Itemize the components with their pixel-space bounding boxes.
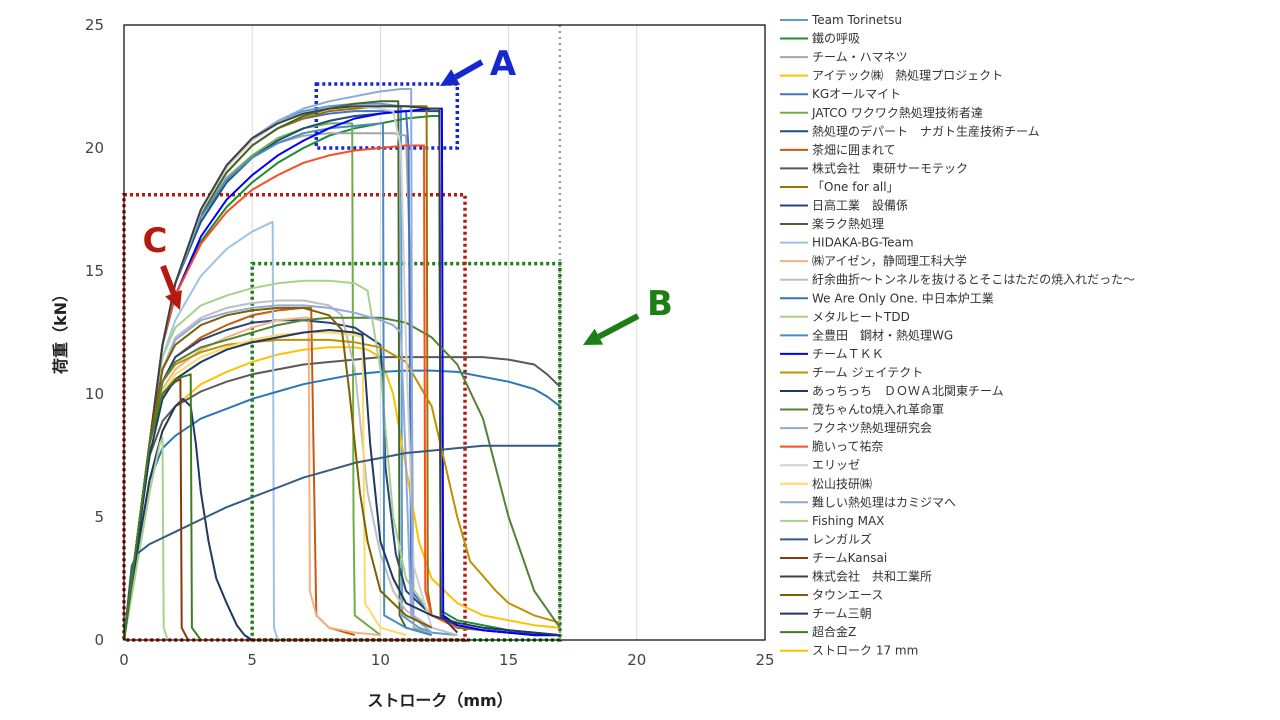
x-tick-label: 20 [627,651,646,669]
legend-label: Team Torinetsu [811,13,902,27]
legend-label: チーム ジェイテクト [812,365,923,379]
legend-label: KGオールマイト [812,87,901,101]
plot-area-border [123,24,766,641]
y-tick-label: 25 [85,16,104,34]
legend-label: 熱処理のデパート ナガト生産技術チーム [812,123,1040,138]
y-tick-label: 20 [85,139,104,157]
series-line-11 [123,319,560,641]
callout-boxes [122,82,562,642]
x-tick-label: 0 [119,651,129,669]
callout-label-b: B [647,284,673,324]
x-tick-label: 15 [499,651,518,669]
callout-arrow-b [597,313,640,340]
x-tick-label: 5 [247,651,257,669]
callout-arrow-a [454,59,484,80]
legend-label: チームKansai [812,551,887,565]
callout-label-a: A [490,44,517,84]
series-lines [123,25,562,641]
series-line-32 [123,306,433,641]
callout-arrowhead-c [165,289,182,310]
series-line-9 [123,356,561,641]
x-axis-title: ストローク（mm） [367,691,512,710]
legend-label: ㈱アイゼン，静岡理工科大学 [812,253,967,268]
legend-label: 松山技研㈱ [812,477,872,491]
legend-label: タウンエース [812,588,883,602]
series-line-10 [123,105,560,641]
callout-label-c: C [143,221,168,261]
series-line-22 [123,316,561,641]
legend-label: 株式会社 共和工業所 [812,569,932,584]
legend-label: メタルヒートTDD [812,310,910,324]
legend-label: チームＴＫＫ [812,347,884,361]
x-tick-label: 25 [755,651,774,669]
legend-label: 鐵の呼吸 [812,31,860,46]
legend-label: 茂ちゃんto焼入れ革命軍 [812,402,944,417]
legend-label: 「One for all」 [812,180,899,194]
legend-label: 茶畑に囲まれて [812,142,896,157]
series-line-21 [123,397,253,641]
legend-label: HIDAKA-BG-Team [812,236,914,250]
legend-label: 超合金Z [812,624,856,639]
series-line-17 [123,279,458,641]
y-tick-label: 15 [85,262,104,280]
series-line-20 [123,338,561,641]
series-line-33 [123,329,560,641]
legend-label: エリッゼ [812,458,860,472]
legend-label: 日高工業 設備係 [812,198,908,213]
callout-arrowhead-a [440,69,461,86]
callout-arrow-c [160,264,177,295]
legend-label: チーム・ハマネツ [812,50,908,64]
series-line-34 [123,373,202,641]
legend-label: 株式会社 東研サーモテック [812,160,968,175]
series-line-26 [123,331,407,641]
series-line-29 [123,444,560,641]
legend-label: 紆余曲折～トンネルを抜けるとそこはただの焼入れだった～ [812,272,1135,287]
legend-label: 脆いって祐奈 [812,439,883,454]
y-tick-label: 10 [85,385,104,403]
legend-label: あっちっち ＤＯＷＡ北関東チーム [812,384,1004,398]
series-line-31 [123,105,459,641]
legend-label: 楽ラク熱処理 [812,217,884,231]
legend-label: フクネツ熱処理研究会 [812,420,932,435]
tick-labels: 0 5 10 15 20 25 0 5 10 15 20 25 [85,16,775,669]
series-line-8 [123,306,356,641]
legend-label: JATCO ワクワク熱処理技術者達 [811,106,983,120]
legend-label: レンガルズ [812,531,872,546]
legend-label: We Are Only One. 中日本炉工業 [812,290,994,305]
series-line-13 [123,220,279,641]
series-line-4 [123,346,560,641]
y-tick-label: 0 [94,631,104,649]
y-axis-title: 荷重（kN） [51,286,70,374]
legend-label: アイテック㈱ 熱処理プロジェクト [812,69,1003,83]
legend-label: 全豊田 鋼材・熱処理WG [812,327,953,342]
callout-labels: A B C [143,44,673,345]
callout-arrowhead-b [583,328,604,345]
legend-label: Fishing MAX [812,514,884,528]
y-tick-label: 5 [94,508,104,526]
legend-label: 難しい熱処理はカミジマへ [812,494,956,509]
series-line-16 [123,369,561,641]
legend-label: ストローク 17 mm [812,644,918,658]
x-tick-label: 10 [371,651,390,669]
series-line-28 [123,437,169,641]
legend-label: チーム三朝 [812,607,872,621]
